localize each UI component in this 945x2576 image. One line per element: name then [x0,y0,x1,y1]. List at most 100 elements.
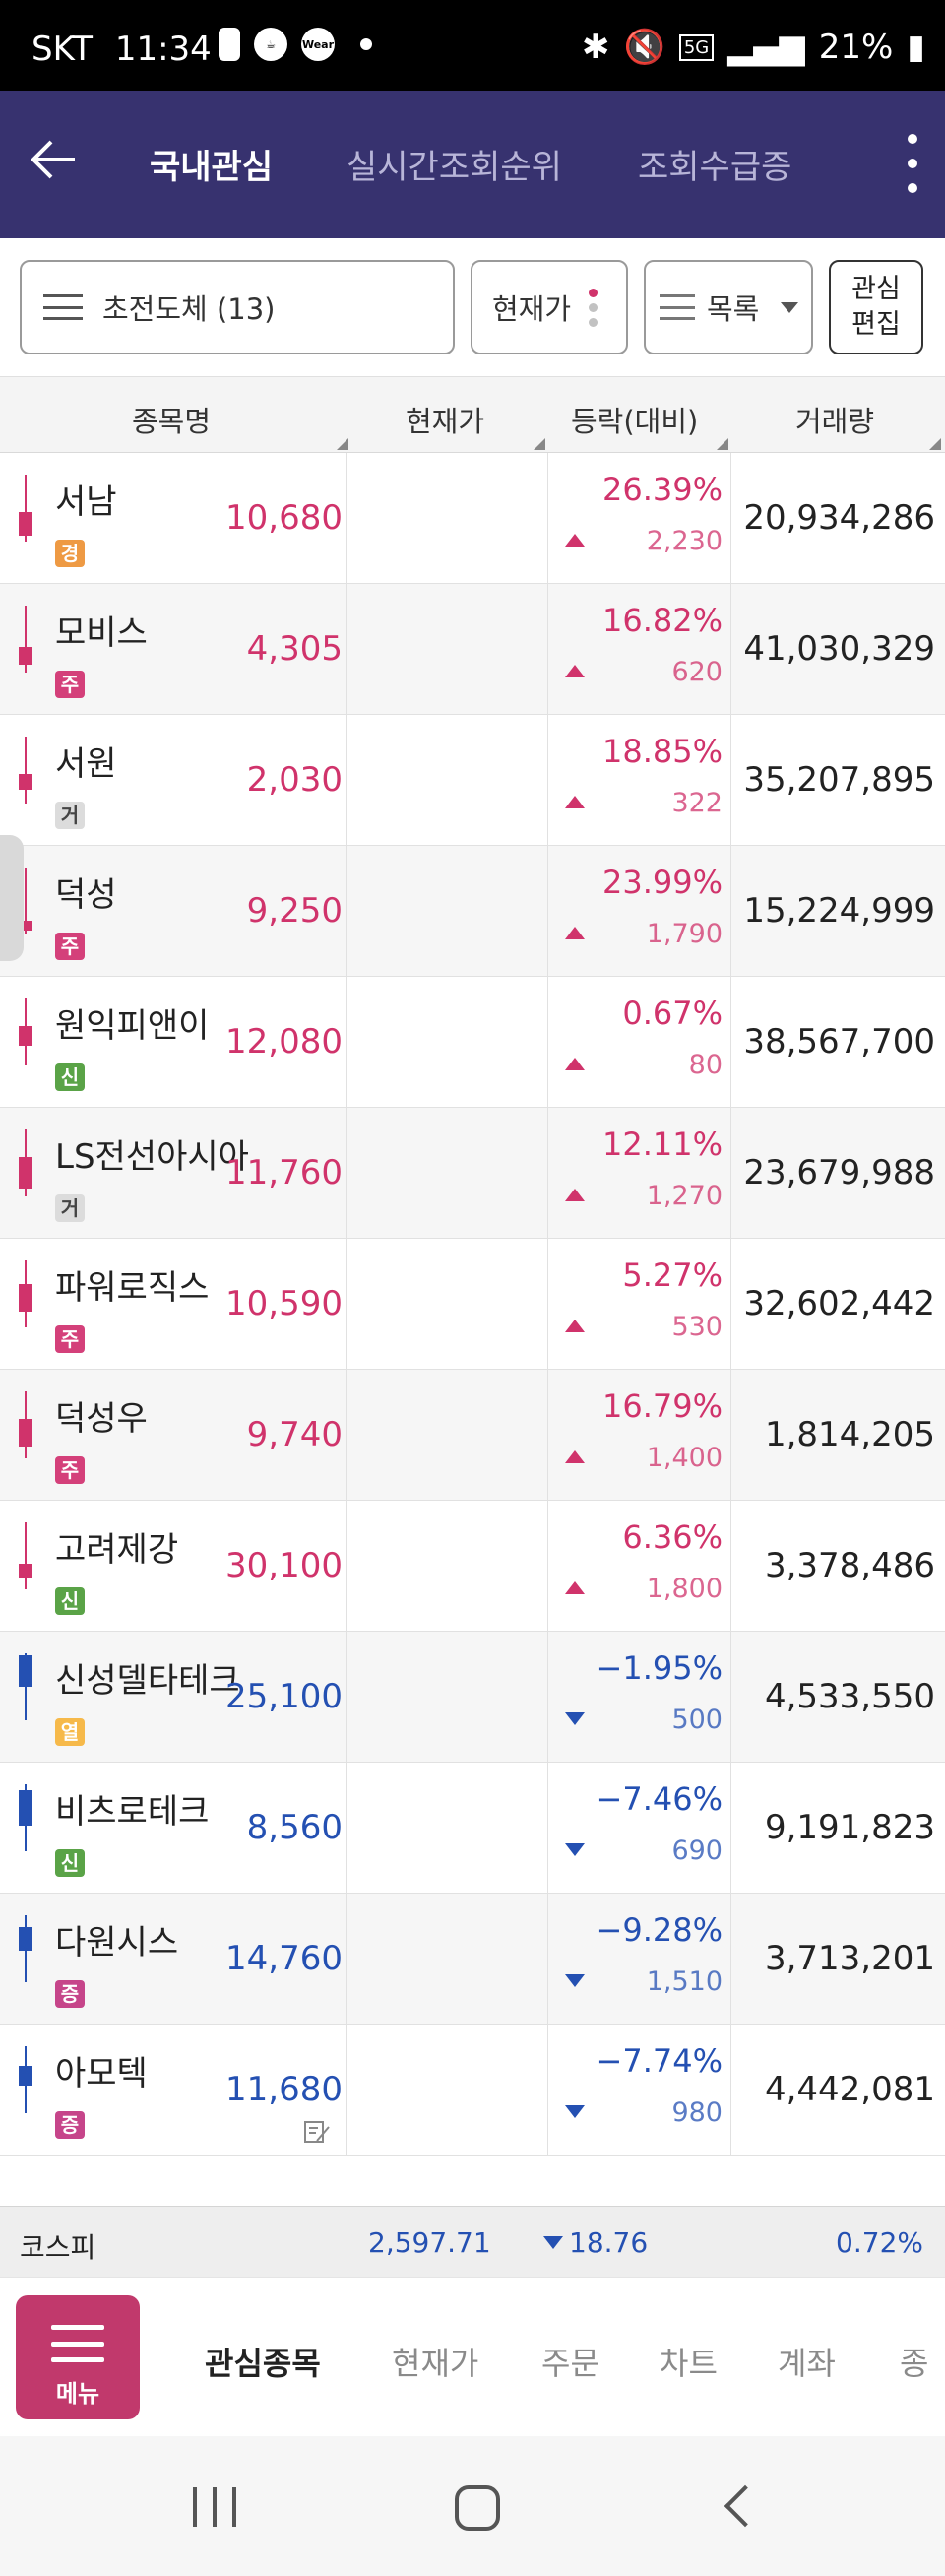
change-pct: −7.46% [596,1780,723,1818]
table-row[interactable]: 서남 경 10,680 26.39% 2,230 20,934,286 [0,453,945,584]
view-selector[interactable]: 목록 [644,260,813,354]
up-triangle-icon [565,1189,585,1201]
more-menu-icon[interactable] [906,134,919,193]
tab-domestic-watchlist[interactable]: 국내관심 [150,148,274,187]
mini-candle-icon [19,737,32,804]
nav-chart[interactable]: 차트 [660,2345,718,2382]
current-price: 25,100 [225,1677,343,1716]
menu-button[interactable]: 메뉴 [16,2295,140,2419]
hamburger-icon [43,294,83,320]
column-divider [346,977,347,1107]
tab-view-surge[interactable]: 조회수급증 [638,148,792,187]
status-right: ✱ 🔇 5G ▂▄▆ 21% ▮ [582,28,925,67]
table-row[interactable]: 아모텍 증 11,680 −7.74% 980 4,442,081 [0,2025,945,2156]
battery-icon: ▮ [907,28,925,67]
edit-watchlist-button[interactable]: 관심 편집 [829,260,923,354]
column-divider [346,715,347,845]
column-divider [730,1632,731,1762]
table-row[interactable]: 고려제강 신 30,100 6.36% 1,800 3,378,486 [0,1501,945,1632]
table-row[interactable]: 신성델타테크 열 25,100 −1.95% 500 4,533,550 [0,1632,945,1763]
menu-label: 메뉴 [55,2380,100,2408]
trade-volume: 3,713,201 [764,1939,935,1978]
mini-candle-icon [19,1522,32,1589]
change-pct: 12.11% [601,1126,723,1163]
change-pct: 0.67% [622,995,723,1032]
change-amount: 620 [671,657,723,687]
column-price[interactable]: 현재가 [406,405,485,438]
market-badge: 신 [55,1587,85,1615]
table-row[interactable]: 덕성 주 9,250 23.99% 1,790 15,224,999 [0,846,945,977]
index-pct: 0.72% [836,2226,923,2259]
nav-current-price[interactable]: 현재가 [392,2345,479,2382]
table-row[interactable]: 원익피앤이 신 12,080 0.67% 80 38,567,700 [0,977,945,1108]
mini-candle-icon [19,1653,32,1720]
trade-volume: 41,030,329 [743,629,935,669]
nav-account[interactable]: 계좌 [778,2345,836,2382]
edit-label-line1: 관심 [851,274,901,304]
table-row[interactable]: 비츠로테크 신 8,560 −7.46% 690 9,191,823 [0,1763,945,1894]
side-drawer-handle[interactable] [0,835,24,961]
column-divider [730,453,731,583]
stock-name: 비츠로테크 [55,1792,210,1832]
trade-volume: 35,207,895 [743,760,935,800]
up-triangle-icon [565,796,585,808]
table-row[interactable]: 모비스 주 4,305 16.82% 620 41,030,329 [0,584,945,715]
column-divider [346,2025,347,2155]
memo-edit-icon[interactable] [303,2119,331,2145]
market-badge: 주 [55,1456,85,1484]
current-price: 30,100 [225,1546,343,1585]
market-badge: 거 [55,1194,85,1222]
table-row[interactable]: 파워로직스 주 10,590 5.27% 530 32,602,442 [0,1239,945,1370]
up-triangle-icon [565,665,585,677]
column-divider [547,1894,548,2024]
stock-name: 덕성 [55,875,117,915]
trade-volume: 9,191,823 [764,1808,935,1847]
status-left: SKT 11:34 [32,30,212,69]
back-arrow-icon[interactable] [24,130,83,189]
current-price: 4,305 [246,629,343,669]
column-divider [547,1632,548,1762]
current-price: 10,590 [225,1284,343,1323]
column-divider [730,1894,731,2024]
column-divider [730,1239,731,1369]
system-nav-bar [0,2436,945,2576]
column-volume[interactable]: 거래량 [795,405,875,438]
change-amount: 2,230 [646,526,723,556]
nav-order[interactable]: 주문 [541,2345,599,2382]
column-change[interactable]: 등락(대비) [571,405,699,438]
mini-candle-icon [19,606,32,673]
column-divider [346,1239,347,1369]
index-value: 2,597.71 [368,2226,491,2259]
up-triangle-icon [565,1581,585,1594]
column-divider [547,1108,548,1238]
change-amount: 690 [671,1835,723,1866]
signal-icon: ▂▄▆ [727,28,805,67]
nav-more[interactable]: 종 [900,2345,929,2382]
stock-name: LS전선아시아 [55,1137,249,1177]
table-row[interactable]: 다원시스 증 14,760 −9.28% 1,510 3,713,201 [0,1894,945,2025]
current-price: 9,250 [246,891,343,931]
table-row[interactable]: 서원 거 2,030 18.85% 322 35,207,895 [0,715,945,846]
column-divider [547,977,548,1107]
column-divider [730,2025,731,2155]
home-icon[interactable] [455,2485,500,2531]
table-row[interactable]: LS전선아시아 거 11,760 12.11% 1,270 23,679,988 [0,1108,945,1239]
column-divider [547,1239,548,1369]
group-selector[interactable]: 초전도체 (13) [20,260,455,354]
market-index-bar[interactable]: 코스피 2,597.71 18.76 0.72% [0,2206,945,2277]
wear-icon: Wear [301,28,335,61]
current-price: 12,080 [225,1022,343,1062]
nav-watchlist[interactable]: 관심종목 [205,2345,321,2382]
system-back-icon[interactable] [724,2484,767,2528]
market-badge: 거 [55,802,85,829]
price-mode-selector[interactable]: 현재가 [471,260,628,354]
market-badge: 신 [55,1063,85,1091]
sort-corner-icon [337,438,348,450]
column-divider [346,584,347,714]
recent-apps-icon[interactable] [193,2487,236,2527]
column-name[interactable]: 종목명 [132,405,212,438]
table-row[interactable]: 덕성우 주 9,740 16.79% 1,400 1,814,205 [0,1370,945,1501]
tab-realtime-ranking[interactable]: 실시간조회순위 [346,148,562,187]
column-divider [730,1763,731,1893]
stock-name: 덕성우 [55,1399,148,1439]
